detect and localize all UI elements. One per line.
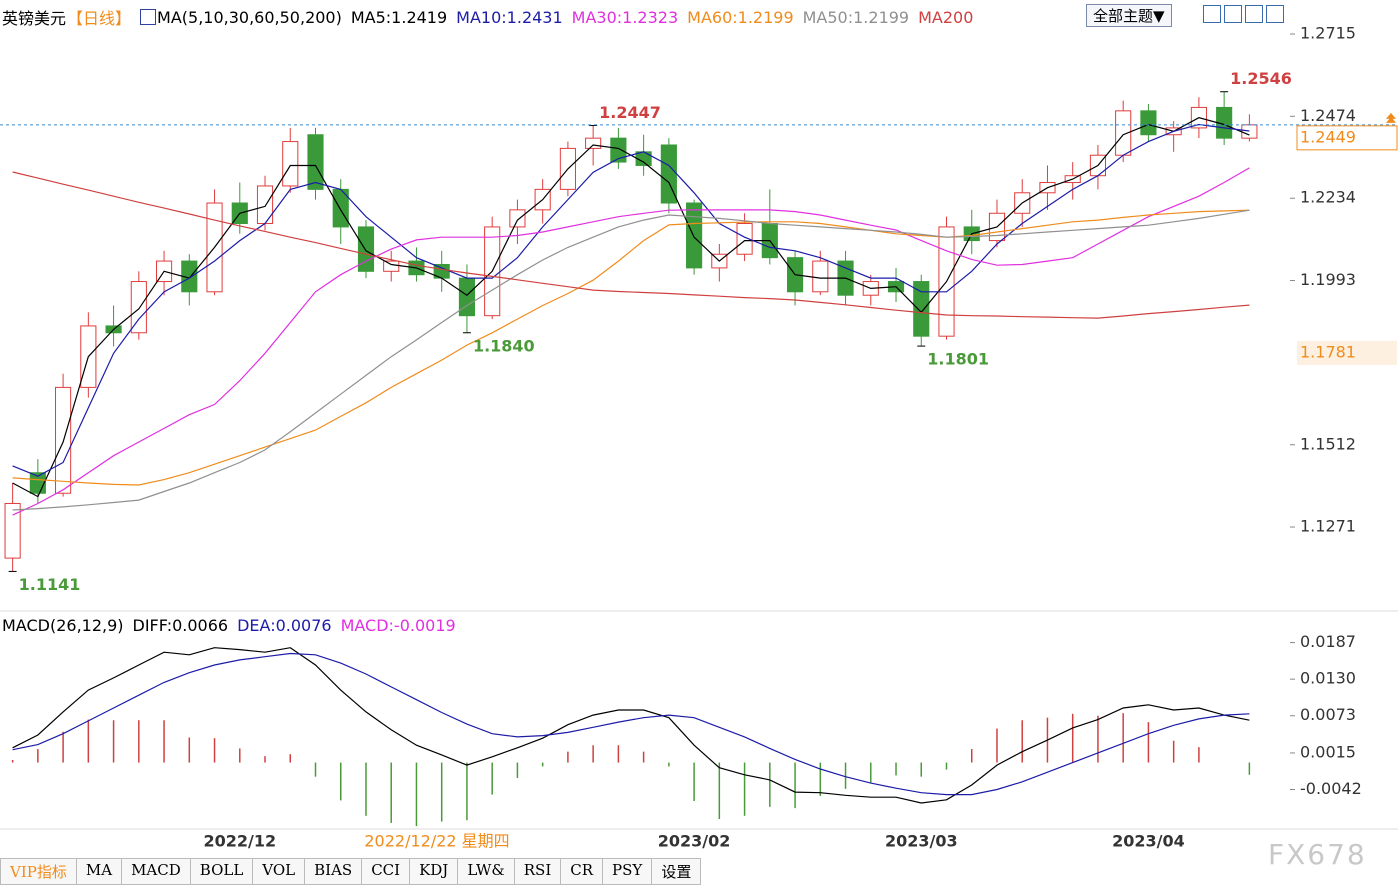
ma-line — [12, 167, 1250, 516]
last-price-box — [1296, 125, 1398, 151]
extreme-label: 1.1801 — [927, 350, 989, 369]
theme-button[interactable]: 全部主题▼ — [1086, 4, 1172, 27]
extreme-label: 1.2447 — [599, 103, 661, 122]
last-price-arrow — [1386, 112, 1396, 123]
ma-icon — [140, 9, 157, 25]
candle-body — [282, 141, 299, 187]
y-tick-label: 1.1993 — [1300, 270, 1356, 289]
candle-body — [686, 202, 703, 269]
tab[interactable]: RSI — [514, 858, 562, 885]
y-tick-label: 0.0187 — [1300, 632, 1356, 651]
period: 【日线】 — [67, 9, 132, 28]
candle-body — [610, 137, 627, 163]
indicator-tabs: VIP指标 MA MACD BOLL VOL BIAS CCI KDJ LW& RSI CR PSY 设… — [0, 858, 702, 885]
tab[interactable]: KDJ — [410, 858, 459, 885]
legend-item: DEA:0.0076 — [237, 616, 332, 635]
legend-item: MA50:1.2199 — [802, 7, 910, 27]
candle-body — [130, 281, 147, 334]
marker-price-box — [1297, 340, 1397, 365]
ma-line — [12, 123, 1250, 477]
macd-line — [12, 652, 1250, 796]
ma-line — [12, 209, 1250, 486]
legend-item: DIFF:0.0066 — [132, 616, 229, 635]
tab[interactable]: MA — [76, 858, 123, 885]
ma-line — [12, 117, 1250, 498]
legend-item: MA10:1.2431 — [456, 7, 563, 27]
x-tick-label: 2023/03 — [885, 832, 958, 851]
legend: MACD(26,12,9) DIFF:0.0066 DEA:0.0076 MACD:… — [2, 616, 456, 635]
tab[interactable]: BOLL — [190, 858, 254, 885]
tool-icon[interactable] — [1224, 5, 1242, 23]
y-tick-label: -0.0042 — [1300, 779, 1362, 798]
watermark: FX678 — [1268, 838, 1367, 871]
x-tick-label: 2023/02 — [658, 832, 731, 851]
y-tick-label: 0.0015 — [1300, 742, 1356, 761]
tab[interactable]: MACD — [122, 858, 191, 885]
tab[interactable]: CR — [561, 858, 604, 885]
legend-item: MA60:1.2199 — [687, 7, 794, 27]
candle-body — [736, 223, 753, 255]
macd-line — [12, 647, 1250, 804]
tab[interactable]: VOL — [253, 858, 306, 885]
candle-body — [1241, 124, 1258, 139]
tab[interactable]: VIP指标 — [0, 858, 77, 885]
x-tick-label: 2022/12 — [203, 832, 276, 851]
last-price-label: 1.2449 — [1300, 127, 1356, 146]
candle-body — [4, 502, 21, 559]
legend-title: MA(5,10,30,60,50,200) — [157, 7, 342, 27]
y-tick-label: 1.2474 — [1300, 106, 1356, 125]
tab[interactable]: BIAS — [305, 858, 363, 885]
toolbar — [1203, 5, 1284, 23]
legend-item: MA30:1.2323 — [571, 7, 679, 27]
legend-item: MA200 — [918, 7, 974, 27]
tool-icon[interactable] — [1245, 5, 1263, 23]
y-tick-label: 0.0073 — [1300, 705, 1356, 724]
tab[interactable]: CCI — [362, 858, 411, 885]
candle-body — [812, 260, 829, 293]
candle-body — [913, 281, 930, 337]
marker-price-label: 1.1781 — [1300, 342, 1356, 361]
legend: 英镑美元 【日线】 MA(5,10,30,60,50,200) MA5:1.24… — [2, 5, 973, 29]
y-tick-label: 1.2715 — [1300, 24, 1356, 43]
tool-icon[interactable] — [1203, 5, 1221, 23]
cursor-label: 2022/12/22 星期四 — [364, 832, 509, 851]
candle-body — [357, 226, 375, 272]
candle-body — [307, 134, 324, 190]
ma-line — [12, 209, 1250, 511]
legend-item: MA5:1.2419 — [350, 7, 448, 27]
extreme-label: 1.1141 — [19, 575, 81, 594]
extreme-label: 1.2546 — [1230, 69, 1292, 88]
y-tick-label: 1.2234 — [1300, 188, 1356, 207]
candle-body — [458, 277, 476, 317]
candle-body — [1140, 110, 1157, 136]
y-tick-label: 1.1512 — [1300, 434, 1356, 453]
tab[interactable]: PSY — [603, 858, 653, 885]
tab[interactable]: LW& — [458, 858, 515, 885]
ma-line — [12, 171, 1250, 319]
tool-icon[interactable] — [1266, 5, 1284, 23]
legend-item: MACD:-0.0019 — [340, 616, 456, 635]
macd-title: MACD(26,12,9) — [2, 616, 124, 635]
candle-body — [585, 137, 602, 149]
symbol: 英镑美元 — [2, 9, 67, 28]
candle-body — [256, 185, 274, 225]
y-tick-label: 0.0130 — [1300, 669, 1356, 688]
tab[interactable]: 设置 — [652, 858, 702, 885]
candle-body — [383, 260, 400, 272]
candle-body — [509, 209, 526, 228]
y-tick-label: 1.1271 — [1300, 517, 1356, 536]
x-tick-label: 2023/04 — [1112, 832, 1185, 851]
extreme-label: 1.1840 — [473, 336, 535, 355]
